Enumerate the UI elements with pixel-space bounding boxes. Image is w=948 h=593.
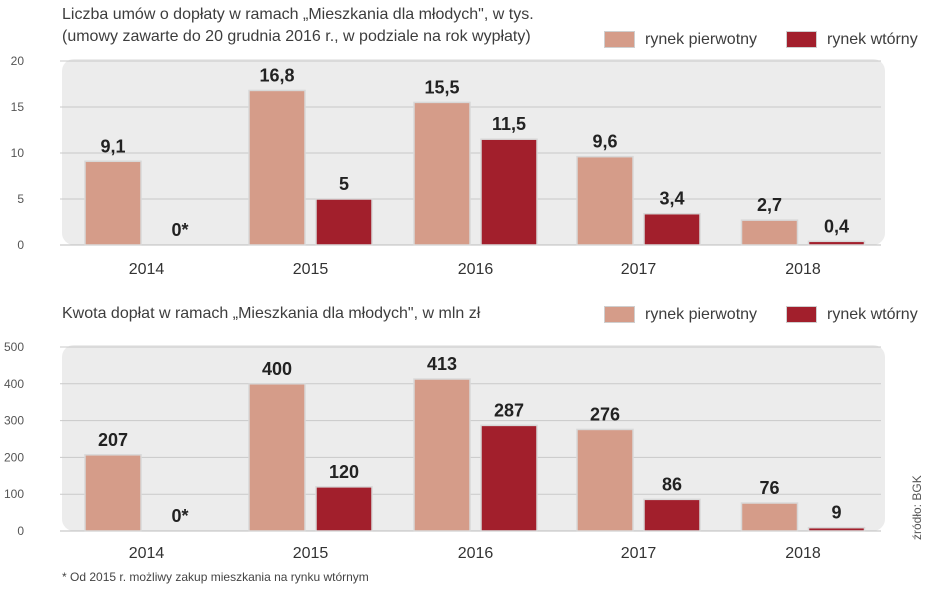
data-label: 0,4 [824,216,849,236]
x-tick-label: 2015 [293,261,329,278]
bar-secondary [643,212,701,246]
x-tick-label: 2018 [785,545,821,562]
y-tick-label: 5 [17,192,24,206]
y-tick-label: 15 [11,100,25,114]
data-label: 120 [329,462,359,482]
data-label: 11,5 [492,114,526,134]
data-label: 9,1 [100,136,125,156]
data-label: 287 [494,400,524,420]
x-tick-label: 2014 [129,545,165,562]
bar-secondary [480,138,538,246]
y-tick-label: 20 [11,54,25,68]
data-label: 0* [171,220,188,240]
chart-2-title: Kwota dopłat w ramach „Mieszkania dla mł… [62,305,481,322]
legend-label-secondary: rynek wtórny [827,31,918,48]
data-label: 276 [590,404,620,424]
bar-secondary [315,486,373,532]
bar-primary [576,428,634,532]
data-label: 86 [662,474,682,494]
legend-label-secondary: rynek wtórny [827,306,918,323]
data-label: 400 [262,359,292,379]
x-tick-label: 2017 [621,261,657,278]
bar-primary [248,89,306,246]
data-label: 207 [98,430,128,450]
legend-swatch-secondary [786,31,817,48]
bar-primary [740,502,799,532]
y-tick-label: 500 [4,340,24,354]
legend-swatch-secondary [786,306,817,323]
bar-primary [84,454,142,532]
y-tick-label: 300 [4,414,24,428]
bar-secondary [807,240,866,246]
bar-primary [413,101,471,246]
x-tick-label: 2016 [458,261,494,278]
data-label: 2,7 [757,195,782,215]
x-tick-label: 2014 [129,261,165,278]
chart-1-title: Liczba umów o dopłaty w ramach „Mieszkan… [62,6,534,23]
data-label: 413 [427,354,457,374]
data-label: 76 [759,478,779,498]
legend-label-primary: rynek pierwotny [645,306,758,323]
data-label: 16,8 [259,65,294,85]
bar-secondary [315,198,373,246]
x-tick-label: 2018 [785,261,821,278]
bar-primary [576,155,634,246]
bar-secondary [643,498,701,532]
bar-primary [84,160,142,246]
y-tick-label: 400 [4,377,24,391]
source-note: źródło: BGK [910,475,924,540]
bar-primary [740,219,799,246]
bar-secondary [807,526,866,532]
data-label: 3,4 [659,189,684,209]
data-label: 9 [831,503,841,523]
bar-primary [413,378,471,532]
bar-primary [248,383,306,532]
chart-1-plot: 0 5 10 15 20 9,1 16,8 15,5 9,6 2,7 0* 5 11,5 3,4 0,4 20… [11,54,885,278]
y-tick-label: 200 [4,450,24,464]
data-label: 5 [339,174,349,194]
data-label: 0* [171,506,188,526]
y-tick-label: 0 [17,238,24,252]
x-tick-label: 2017 [621,545,657,562]
x-tick-label: 2015 [293,545,329,562]
chart-1-subtitle: (umowy zawarte do 20 grudnia 2016 r., w … [62,28,531,45]
legend-label-primary: rynek pierwotny [645,31,758,48]
legend-swatch-primary [604,306,635,323]
legend-swatch-primary [604,31,635,48]
bar-secondary [480,424,538,532]
chart-2-plot: 0 100 200 300 400 500 207 400 413 276 76 0* 120 287 86… [4,340,885,562]
y-tick-label: 10 [11,146,25,160]
y-tick-label: 0 [17,524,24,538]
data-label: 9,6 [592,132,617,152]
data-label: 15,5 [424,77,459,97]
plot-background [62,59,885,245]
y-tick-label: 100 [4,487,24,501]
x-tick-label: 2016 [458,545,494,562]
footnote: * Od 2015 r. możliwy zakup mieszkania na… [62,570,369,584]
